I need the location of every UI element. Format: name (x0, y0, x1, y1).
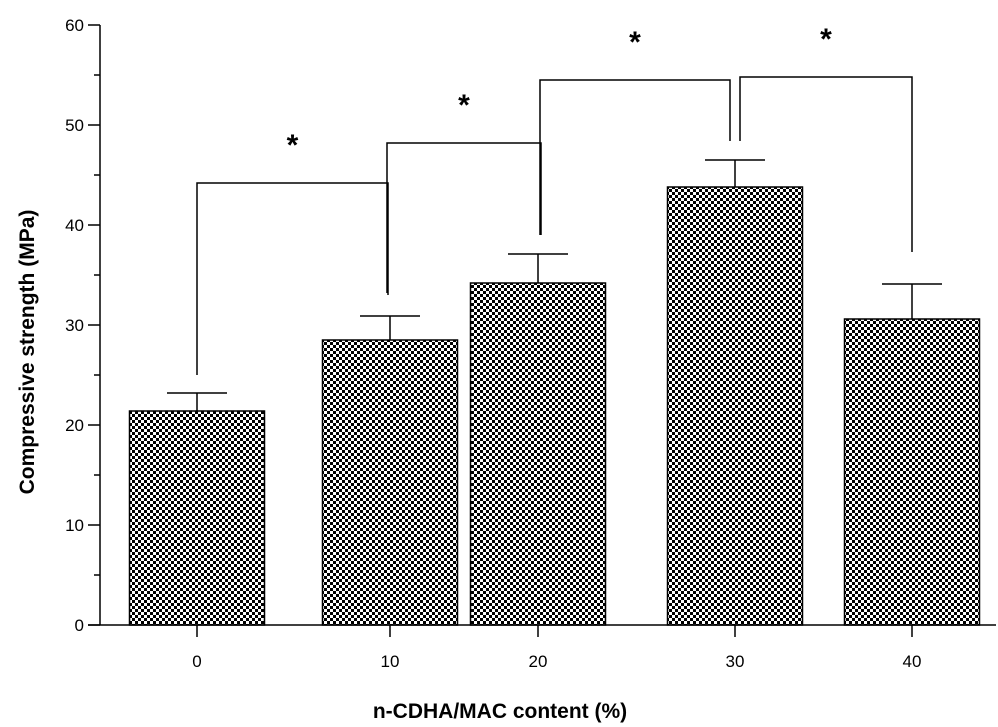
y-tick-label-40: 40 (65, 216, 84, 235)
y-tick-label-50: 50 (65, 116, 84, 135)
x-tick-label-30: 30 (726, 652, 745, 671)
significance-star-3: * (629, 26, 641, 59)
significance-star-4: * (820, 23, 832, 56)
bar-10 (321, 339, 459, 626)
bar-0 (128, 410, 266, 626)
significance-bracket-4 (739, 76, 913, 252)
y-tick-label-10: 10 (65, 516, 84, 535)
significance-bracket-2 (386, 142, 542, 293)
x-tick-label-40: 40 (903, 652, 922, 671)
y-axis-title: Compressive strength (MPa) (16, 210, 39, 495)
significance-brackets-group: * * * * (196, 23, 913, 375)
bar-30 (666, 186, 804, 626)
error-bars-group (167, 159, 942, 411)
axes-group: 0 10 20 30 40 50 60 0 10 20 30 40 (65, 16, 996, 671)
significance-star-1: * (287, 129, 299, 162)
x-axis-title: n-CDHA/MAC content (%) (373, 700, 627, 723)
y-tick-label-0: 0 (75, 616, 84, 635)
bar-20 (469, 282, 607, 626)
x-tick-label-10: 10 (381, 652, 400, 671)
bars-group (128, 186, 981, 626)
y-tick-label-60: 60 (65, 16, 84, 35)
significance-bracket-3 (539, 79, 731, 235)
bar-40 (843, 318, 981, 626)
y-tick-label-30: 30 (65, 316, 84, 335)
significance-star-2: * (458, 89, 470, 122)
significance-bracket-1 (196, 182, 389, 375)
y-tick-label-20: 20 (65, 416, 84, 435)
x-tick-label-0: 0 (192, 652, 201, 671)
x-tick-label-20: 20 (529, 652, 548, 671)
